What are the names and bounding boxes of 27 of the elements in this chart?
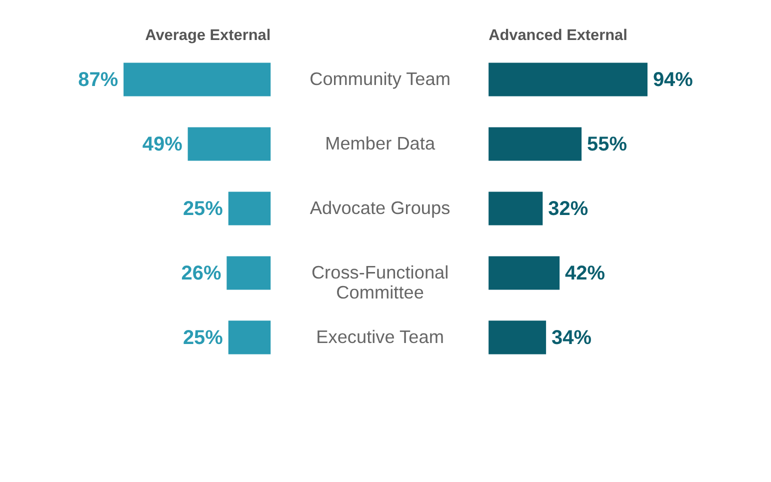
bar: [488, 127, 582, 161]
data-label: 55%: [587, 133, 628, 156]
bar: [488, 320, 546, 354]
y-tick-label: Community Team: [310, 68, 451, 89]
bar: [228, 192, 271, 226]
data-label: 42%: [565, 262, 606, 284]
bar: [488, 256, 560, 290]
chart-title: Average External: [145, 27, 271, 44]
bar: [188, 127, 271, 161]
bar: [228, 320, 271, 354]
y-tick-label: Cross-Functional Committee: [311, 262, 449, 302]
data-label: 94%: [652, 68, 694, 91]
data-label: 49%: [142, 133, 183, 156]
chart-title: Advanced External: [488, 27, 628, 44]
data-label: 25%: [182, 198, 224, 220]
y-tick-label: Advocate Groups: [310, 198, 450, 218]
data-label: 87%: [78, 68, 118, 91]
bar: [488, 62, 648, 96]
data-label: 25%: [182, 326, 224, 349]
data-label: 34%: [552, 326, 592, 349]
bar: [124, 62, 271, 96]
data-label: 26%: [181, 262, 222, 284]
y-tick-label: Member Data: [325, 133, 436, 154]
data-label: 32%: [548, 198, 588, 220]
y-tick-label: Executive Team: [316, 326, 444, 347]
bar: [226, 256, 271, 290]
bar: [488, 192, 543, 226]
